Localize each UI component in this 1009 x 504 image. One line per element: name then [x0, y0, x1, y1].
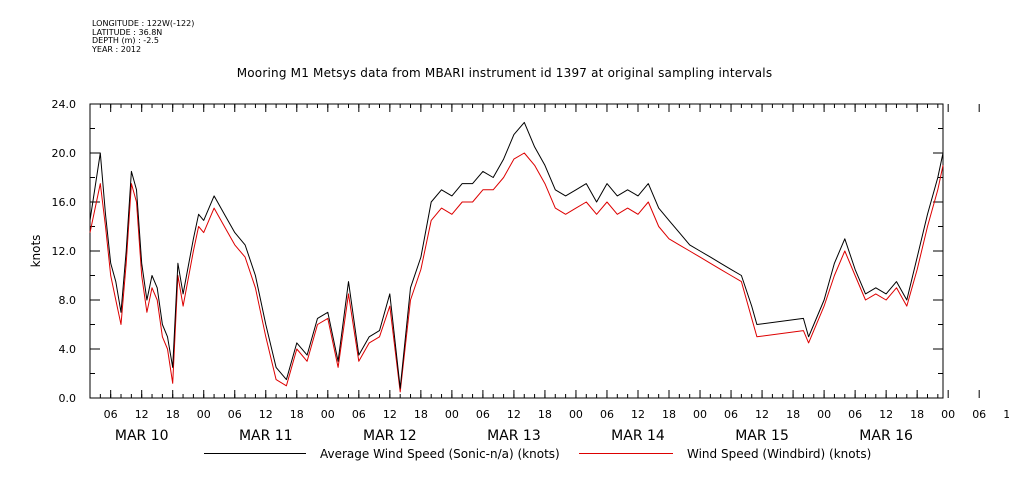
- x-day-label: MAR 10: [115, 428, 169, 444]
- legend-label-sonic: Average Wind Speed (Sonic-n/a) (knots): [320, 446, 560, 461]
- legend-swatch-windbird: [579, 453, 673, 454]
- x-hour-tick-label: 00: [817, 408, 831, 421]
- x-hour-tick-label: 06: [724, 408, 738, 421]
- x-hour-tick-label: 18: [166, 408, 180, 421]
- legend-item-windbird: Wind Speed (Windbird) (knots): [579, 446, 871, 461]
- y-tick-label: 16.0: [52, 196, 77, 209]
- x-day-label: MAR 16: [859, 428, 913, 444]
- legend-label-windbird: Wind Speed (Windbird) (knots): [687, 446, 872, 461]
- x-hour-tick-label: 12: [507, 408, 521, 421]
- x-hour-tick-label: 06: [104, 408, 118, 421]
- y-tick-label: 8.0: [59, 294, 77, 307]
- depth-label: DEPTH (m) : -2.5: [92, 36, 159, 46]
- x-hour-tick-label: 12: [879, 408, 893, 421]
- x-hour-tick-label: 18: [538, 408, 552, 421]
- x-hour-tick-label: 12: [755, 408, 769, 421]
- x-hour-tick-label: 12: [135, 408, 149, 421]
- x-hour-tick-label: 00: [197, 408, 211, 421]
- x-hour-tick-label: 06: [228, 408, 242, 421]
- x-hour-tick-label: 00: [941, 408, 955, 421]
- x-hour-tick-label: 18: [290, 408, 304, 421]
- x-day-label: MAR 11: [239, 428, 293, 444]
- x-hour-tick-label: 12: [259, 408, 273, 421]
- x-hour-tick-label: 12: [631, 408, 645, 421]
- x-hour-tick-label: 12: [1003, 408, 1009, 421]
- y-tick-label: 24.0: [52, 98, 77, 111]
- y-tick-label: 12.0: [52, 245, 77, 258]
- x-hour-tick-label: 18: [910, 408, 924, 421]
- x-day-label: MAR 13: [487, 428, 541, 444]
- x-hour-tick-label: 00: [321, 408, 335, 421]
- x-hour-tick-label: 00: [693, 408, 707, 421]
- year-label: YEAR : 2012: [92, 44, 142, 54]
- metadata-block: LONGITUDE : 122W(-122) LATITUDE : 36.8N …: [92, 19, 195, 54]
- series-line-windbird: [89, 152, 944, 393]
- y-tick-label: 4.0: [59, 343, 77, 356]
- x-hour-tick-label: 06: [476, 408, 490, 421]
- x-hour-tick-label: 00: [445, 408, 459, 421]
- latitude-label: LATITUDE : 36.8N: [92, 27, 163, 37]
- y-tick-label: 20.0: [52, 147, 77, 160]
- y-tick-label: 0.0: [59, 392, 77, 405]
- legend-item-sonic: Average Wind Speed (Sonic-n/a) (knots): [204, 446, 560, 461]
- y-axis-label: knots: [29, 235, 43, 268]
- legend-swatch-sonic: [204, 453, 306, 454]
- x-day-label: MAR 14: [611, 428, 665, 444]
- x-hour-tick-label: 12: [383, 408, 397, 421]
- longitude-label: LONGITUDE : 122W(-122): [92, 19, 195, 28]
- x-day-label: MAR 12: [363, 428, 417, 444]
- x-hour-tick-label: 00: [569, 408, 583, 421]
- x-hour-tick-label: 18: [662, 408, 676, 421]
- plot-frame: [89, 103, 944, 399]
- x-day-label: MAR 15: [735, 428, 789, 444]
- x-hour-tick-label: 06: [848, 408, 862, 421]
- x-hour-tick-label: 06: [352, 408, 366, 421]
- x-hour-tick-label: 18: [414, 408, 428, 421]
- x-hour-tick-label: 06: [600, 408, 614, 421]
- chart-title: Mooring M1 Metsys data from MBARI instru…: [236, 66, 773, 80]
- x-hour-tick-label: 18: [786, 408, 800, 421]
- x-hour-tick-label: 06: [972, 408, 986, 421]
- series-line-sonic: [89, 121, 944, 389]
